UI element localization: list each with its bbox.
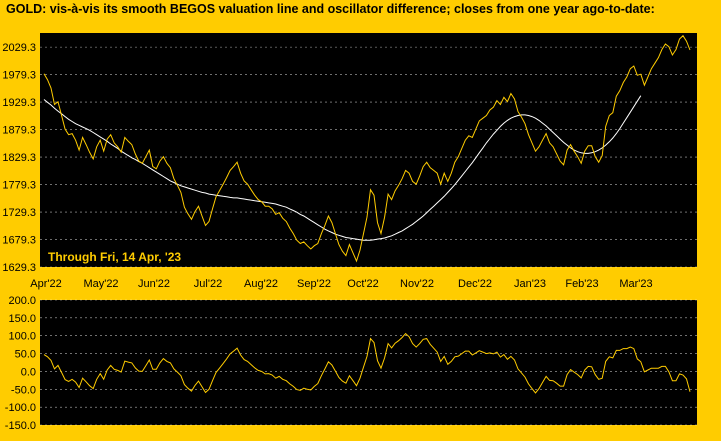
oscillator-y-tick-label: 150.0 xyxy=(8,313,36,325)
price-y-tick-label: 1979.3 xyxy=(2,70,36,82)
x-tick-label-Aug22: Aug'22 xyxy=(244,278,278,290)
x-tick-label-May22: May'22 xyxy=(83,278,118,290)
price-y-tick-label: 1679.3 xyxy=(2,235,36,247)
oscillator-y-tick-label: -100.0 xyxy=(5,402,36,414)
price-y-tick-label: 1729.3 xyxy=(2,207,36,219)
price-y-tick-label: 1629.3 xyxy=(2,262,36,274)
x-tick-label-Jul22: Jul'22 xyxy=(194,278,222,290)
price-y-tick-label: 1829.3 xyxy=(2,152,36,164)
x-tick-label-Feb23: Feb'23 xyxy=(565,278,598,290)
price-y-tick-label: 1879.3 xyxy=(2,125,36,137)
x-tick-label-Jan23: Jan'23 xyxy=(514,278,546,290)
through-date-annotation: Through Fri, 14 Apr, '23 xyxy=(48,250,181,264)
x-tick-label-Sep22: Sep'22 xyxy=(297,278,331,290)
x-tick-label-Oct22: Oct'22 xyxy=(347,278,378,290)
oscillator-y-tick-label: 50.0 xyxy=(15,349,36,361)
oscillator-line xyxy=(43,332,691,394)
x-tick-label-Nov22: Nov'22 xyxy=(400,278,434,290)
price-y-tick-label: 2029.3 xyxy=(2,42,36,54)
x-tick-label-Jun22: Jun'22 xyxy=(138,278,170,290)
oscillator-y-tick-label: -150.0 xyxy=(5,420,36,432)
x-tick-label-Apr22: Apr'22 xyxy=(30,278,61,290)
oscillator-y-tick-label: -50.0 xyxy=(11,384,36,396)
valuation-line xyxy=(43,95,642,241)
price-line xyxy=(43,34,691,263)
x-tick-label-Mar23: Mar'23 xyxy=(619,278,652,290)
price-y-tick-label: 1929.3 xyxy=(2,97,36,109)
x-tick-label-Dec22: Dec'22 xyxy=(458,278,492,290)
oscillator-y-tick-label: 100.0 xyxy=(8,331,36,343)
oscillator-plot-area xyxy=(40,300,697,425)
price-y-tick-label: 1779.3 xyxy=(2,180,36,192)
oscillator-y-tick-label: 200.0 xyxy=(8,295,36,307)
oscillator-y-tick-label: 0.0 xyxy=(21,366,36,378)
chart-title: GOLD: vis-à-vis its smooth BEGOS valuati… xyxy=(6,2,655,16)
